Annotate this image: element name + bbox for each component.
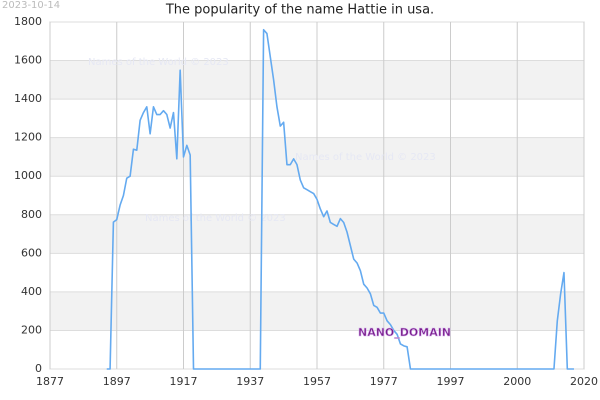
y-tick-label: 800 xyxy=(21,208,42,221)
x-tick-label: 1977 xyxy=(370,375,398,388)
watermark: Names of the World © 2023 xyxy=(88,57,229,68)
y-tick-label: 600 xyxy=(21,246,42,259)
watermark: Names of the World © 2023 xyxy=(295,152,436,163)
y-tick-label: 0 xyxy=(35,362,42,375)
x-tick-label: 1997 xyxy=(437,375,465,388)
x-tick-label: 2000 xyxy=(503,375,531,388)
x-tick-label: 1897 xyxy=(103,375,131,388)
x-tick-label: 1937 xyxy=(236,375,264,388)
x-tick-label: 2020 xyxy=(570,375,598,388)
x-tick-label: 1917 xyxy=(170,375,198,388)
chart-title: The popularity of the name Hattie in usa… xyxy=(165,3,434,18)
y-tick-label: 1600 xyxy=(14,54,42,67)
line xyxy=(106,28,574,370)
y-tick-label: 1000 xyxy=(14,169,42,182)
y-tick-label: 200 xyxy=(21,323,42,336)
plot-background xyxy=(49,21,585,370)
y-tick-label: 1400 xyxy=(14,92,42,105)
watermark: Names of the World © 2023 xyxy=(145,213,286,224)
y-tick-label: 1200 xyxy=(14,131,42,144)
y-tick-label: 400 xyxy=(21,285,42,298)
x-tick-label: 1877 xyxy=(36,375,64,388)
domain-label: NANO_DOMAIN xyxy=(358,326,451,339)
date-stamp: 2023-10-14 xyxy=(2,0,60,11)
y-tick-label: 1800 xyxy=(14,15,42,28)
x-tick-label: 1957 xyxy=(303,375,331,388)
